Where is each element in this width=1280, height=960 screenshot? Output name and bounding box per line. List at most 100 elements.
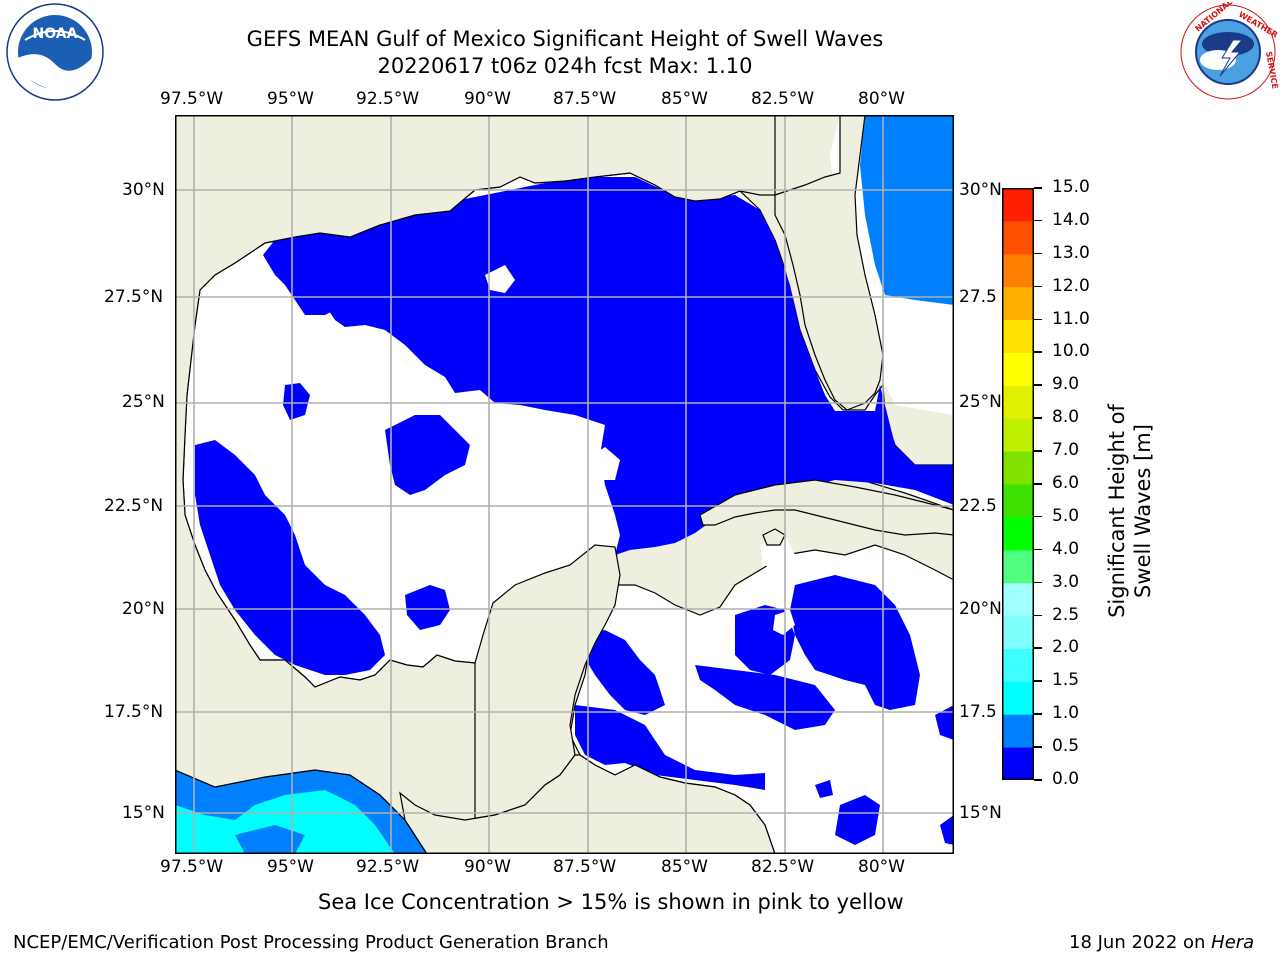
colorbar-tick-label: 3.0: [1052, 571, 1080, 592]
pacific-blue-patch: [235, 825, 305, 854]
mexico-land: [175, 115, 776, 854]
colorbar-tick-label: 8.0: [1052, 407, 1080, 428]
lon-label-bottom: 82.5°W: [751, 857, 815, 877]
colorbar-segment: [1002, 648, 1034, 682]
colorbar-tick-mark: [1034, 713, 1042, 715]
colorbar-segment: [1002, 319, 1034, 353]
pacific-cyan: [175, 790, 395, 854]
colorbar-tick-mark: [1034, 515, 1042, 518]
colorbar-tick-label: 2.5: [1052, 604, 1080, 625]
colorbar-segment: [1002, 220, 1034, 255]
colorbar-tick-label: 6.0: [1052, 473, 1080, 493]
lat-label-right: 25°N: [959, 392, 1002, 412]
colorbar-tick-mark: [1034, 581, 1042, 584]
lat-label-right: 20°N: [959, 599, 1002, 619]
lat-label-right: 15°N: [959, 803, 1002, 823]
map-frame: [175, 115, 954, 854]
colorbar-segment: [1002, 549, 1034, 584]
lon-label-top: 95°W: [267, 89, 314, 109]
lat-label-left: 27.5°N: [104, 287, 164, 307]
lon-label-top: 92.5°W: [356, 89, 420, 109]
colorbar-tick-label: 9.0: [1052, 374, 1080, 395]
colorbar-tick-label: 5.0: [1052, 505, 1080, 526]
lon-label-bottom: 95°W: [267, 857, 314, 877]
colorbar-segment: [1002, 418, 1034, 452]
colorbar-tick-mark: [1034, 318, 1042, 321]
colorbar-label: Significant Height of Swell Waves [m]: [1105, 404, 1155, 618]
lat-label-left: 17.5°N: [104, 702, 164, 722]
lon-label-top: 97.5°W: [160, 89, 224, 109]
lon-label-top: 80°W: [858, 89, 905, 109]
lat-label-left: 15°N: [122, 803, 165, 823]
colorbar-frame: [1002, 188, 1034, 780]
lat-label-right: 17.5: [959, 702, 997, 722]
colorbar-segment: [1002, 714, 1034, 748]
lon-label-top: 90°W: [464, 89, 511, 109]
colorbar-tick-mark: [1034, 548, 1042, 551]
colorbar-segment: [1002, 451, 1034, 485]
colorbar-tick-label: 11.0: [1052, 308, 1090, 329]
colorbar-tick-label: 0.5: [1052, 736, 1080, 757]
date-stamp: 18 Jun 2022 on Hera: [1069, 932, 1254, 953]
noaa-logo-icon: NOAA: [5, 2, 105, 102]
lon-label-bottom: 85°W: [661, 857, 708, 877]
cuba: [699, 479, 954, 536]
sea-ice-note: Sea Ice Concentration > 15% is shown in …: [318, 890, 904, 914]
colorbar-tick-mark: [1034, 351, 1042, 353]
colorbar-tick-mark: [1034, 450, 1042, 452]
colorbar-tick-label: 1.5: [1052, 670, 1080, 691]
chart-title-line2: 20220617 t06z 024h fcst Max: 1.10: [377, 54, 753, 78]
graticule: [175, 115, 954, 854]
lon-label-bottom: 90°W: [464, 857, 511, 877]
colorbar-tick-label: 14.0: [1052, 209, 1090, 230]
noaa-logo-text: NOAA: [33, 26, 78, 42]
colorbar-segment: [1002, 188, 1034, 222]
colorbar-tick-mark: [1034, 252, 1042, 255]
colorbar-tick-mark: [1034, 779, 1042, 781]
colorbar-tick-mark: [1034, 384, 1042, 386]
colorbar-segment: [1002, 747, 1034, 781]
colorbar-tick-mark: [1034, 680, 1042, 682]
lon-label-bottom: 87.5°W: [553, 857, 617, 877]
colorbar-tick-mark: [1034, 647, 1042, 649]
colorbar-tick-mark: [1034, 417, 1042, 419]
colorbar-tick-mark: [1034, 219, 1042, 222]
colorbar-tick-label: 13.0: [1052, 242, 1090, 263]
colorbar-tick-mark: [1034, 285, 1042, 288]
colorbar-segment: [1002, 484, 1034, 518]
lat-label-left: 25°N: [122, 392, 165, 412]
chart-title-line1: GEFS MEAN Gulf of Mexico Significant Hei…: [246, 27, 884, 51]
colorbar-tick-label: 15.0: [1052, 177, 1090, 197]
colorbar-segment: [1002, 582, 1034, 617]
map-canvas: [175, 115, 954, 854]
colorbar-tick-mark: [1034, 187, 1042, 189]
colorbar-tick-mark: [1034, 746, 1042, 748]
lon-label-top: 87.5°W: [553, 89, 617, 109]
isle-of-youth: [762, 528, 786, 546]
colorbar-segment: [1002, 385, 1034, 419]
lon-label-top: 82.5°W: [751, 89, 815, 109]
colorbar-segment: [1002, 681, 1034, 715]
branch-credit: NCEP/EMC/Verification Post Processing Pr…: [13, 932, 609, 953]
colorbar-segment: [1002, 615, 1034, 649]
colorbar-tick-label: 1.0: [1052, 703, 1080, 724]
colorbar-tick-mark: [1034, 614, 1042, 617]
colorbar-tick-label: 10.0: [1052, 341, 1090, 362]
machine-name: Hera: [1211, 932, 1255, 953]
lat-label-left: 20°N: [122, 599, 165, 619]
colorbar-tick-label: 12.0: [1052, 275, 1090, 296]
colorbar-segment: [1002, 253, 1034, 288]
lat-label-left: 30°N: [122, 180, 165, 200]
lat-label-right: 22.5: [959, 496, 997, 516]
map-panel: [175, 115, 954, 854]
lat-label-left: 22.5°N: [104, 496, 164, 516]
lon-label-top: 85°W: [661, 89, 708, 109]
lon-label-bottom: 92.5°W: [356, 857, 420, 877]
date-text: 18 Jun 2022 on: [1069, 932, 1212, 953]
colorbar-segment: [1002, 352, 1034, 386]
nws-logo-icon: NATIONAL WEATHER SERVICE: [1178, 0, 1279, 102]
colorbar-tick-label: 2.0: [1052, 637, 1080, 658]
colorbar-segment: [1002, 286, 1034, 321]
lat-label-right: 27.5: [959, 287, 997, 307]
colorbar-tick-label: 4.0: [1052, 538, 1080, 559]
